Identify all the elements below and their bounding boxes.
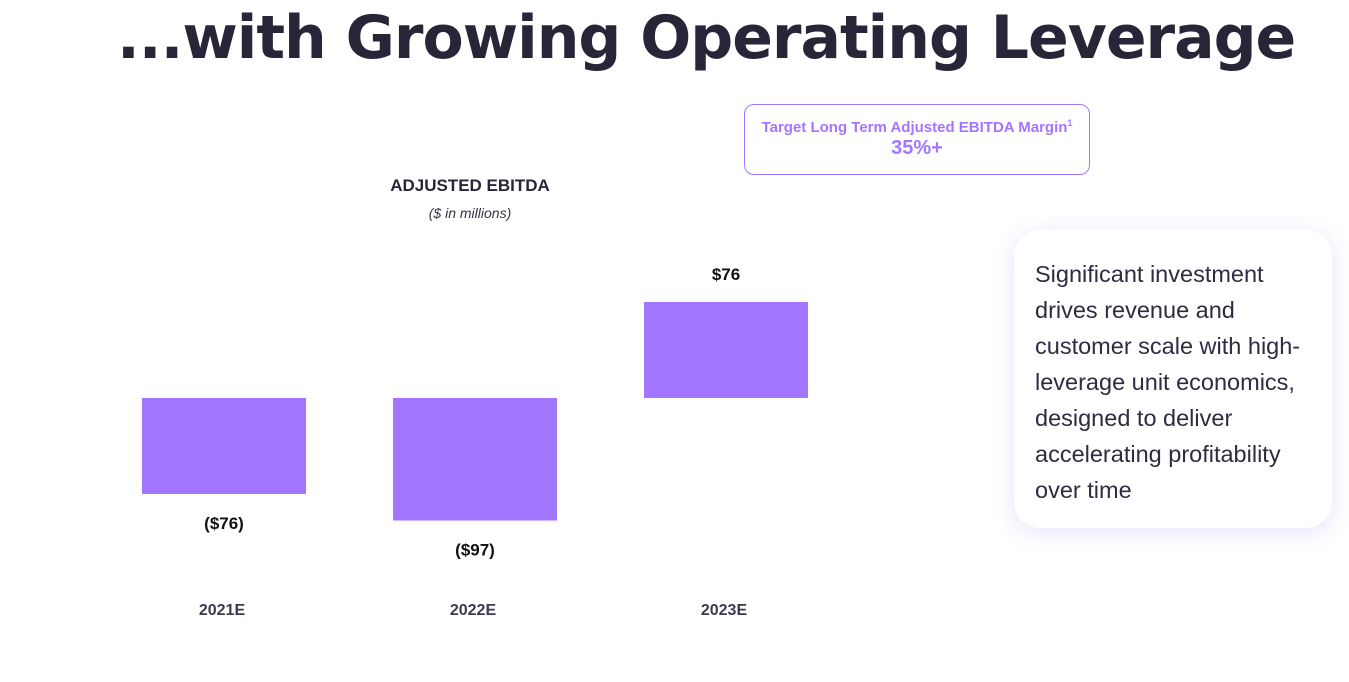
x-tick-label: 2023E [701,602,748,619]
target-margin-value: 35%+ [891,137,943,159]
bar-2021e [142,398,306,494]
target-margin-box: Target Long Term Adjusted EBITDA Margin1… [744,104,1090,175]
callout-card: Significant investment drives revenue an… [1014,230,1332,528]
data-label-2022e: ($97) [455,541,495,560]
page-title: ...with Growing Operating Leverage [117,3,1296,73]
data-label-2023e: $76 [712,265,740,284]
target-margin-label: Target Long Term Adjusted EBITDA Margin1 [745,119,1089,137]
x-tick-label: 2021E [199,602,246,619]
chart-title: ADJUSTED EBITDA [390,176,550,195]
data-label-2021e: ($76) [204,514,244,533]
chart-subtitle: ($ in millions) [428,205,512,221]
footnote-marker: 1 [1067,118,1073,128]
ebitda-bar-chart: ($76) 2021E ($97) 2022E $76 2023E [142,265,808,619]
bar-2023e [644,302,808,398]
bar-2022e [393,398,557,521]
x-tick-label: 2022E [450,602,497,619]
callout-text: Significant investment drives revenue an… [1035,261,1301,503]
target-margin-label-text: Target Long Term Adjusted EBITDA Margin [761,119,1068,136]
